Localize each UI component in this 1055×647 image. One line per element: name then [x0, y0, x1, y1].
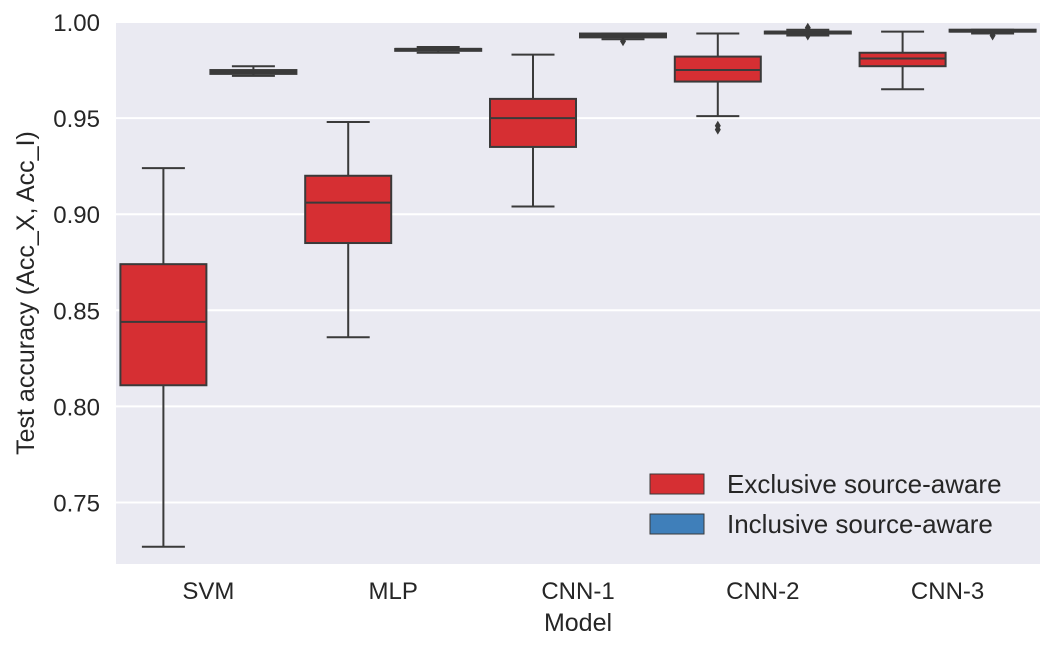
y-tick-label: 0.85	[53, 298, 100, 325]
box-exclusive-mlp	[304, 120, 393, 339]
y-tick-label: 0.80	[53, 394, 100, 421]
box-exclusive-cnn-3	[858, 30, 947, 91]
outlier-point	[804, 30, 811, 41]
x-tick-label: CNN-1	[541, 578, 614, 605]
y-tick-label: 0.75	[53, 490, 100, 517]
box-exclusive-svm	[119, 167, 208, 548]
boxes	[119, 22, 1037, 548]
x-tick-labels: SVM MLP CNN-1 CNN-2 CNN-3	[182, 578, 984, 605]
outlier-point	[714, 120, 721, 131]
legend-swatch-exclusive	[649, 473, 705, 495]
y-tick-label: 0.95	[53, 106, 100, 133]
plot-background	[116, 22, 1040, 564]
legend-swatch-inclusive	[649, 513, 705, 535]
box-inclusive-cnn-2	[763, 22, 852, 41]
y-gridlines	[116, 21, 1040, 504]
outlier-point	[804, 22, 811, 33]
x-tick-label: SVM	[182, 578, 234, 605]
box-inclusive-cnn-3	[948, 28, 1037, 41]
box-body	[119, 263, 208, 387]
legend: Exclusive source-aware Inclusive source-…	[649, 469, 1002, 539]
box-exclusive-cnn-2	[673, 32, 762, 135]
x-tick-label: CNN-3	[911, 578, 984, 605]
box-body	[304, 174, 393, 245]
outlier-point	[620, 36, 626, 47]
y-axis-title: Test accuracy (Acc_X, Acc_I)	[12, 131, 40, 455]
legend-label-exclusive: Exclusive source-aware	[727, 469, 1002, 499]
y-tick-label: 0.90	[53, 202, 100, 229]
box-inclusive-svm	[209, 65, 298, 77]
box-body	[489, 97, 577, 148]
box-inclusive-cnn-1	[579, 32, 667, 47]
x-axis-title: Model	[544, 609, 612, 637]
x-tick-label: MLP	[369, 578, 418, 605]
box-exclusive-cnn-1	[489, 53, 577, 208]
box-inclusive-mlp	[394, 45, 483, 54]
y-tick-label: 1.00	[53, 10, 100, 37]
outlier-point	[989, 30, 996, 41]
y-tick-labels: 0.75 0.80 0.85 0.90 0.95 1.00	[53, 10, 100, 517]
x-tick-label: CNN-2	[726, 578, 799, 605]
legend-label-inclusive: Inclusive source-aware	[727, 509, 993, 539]
